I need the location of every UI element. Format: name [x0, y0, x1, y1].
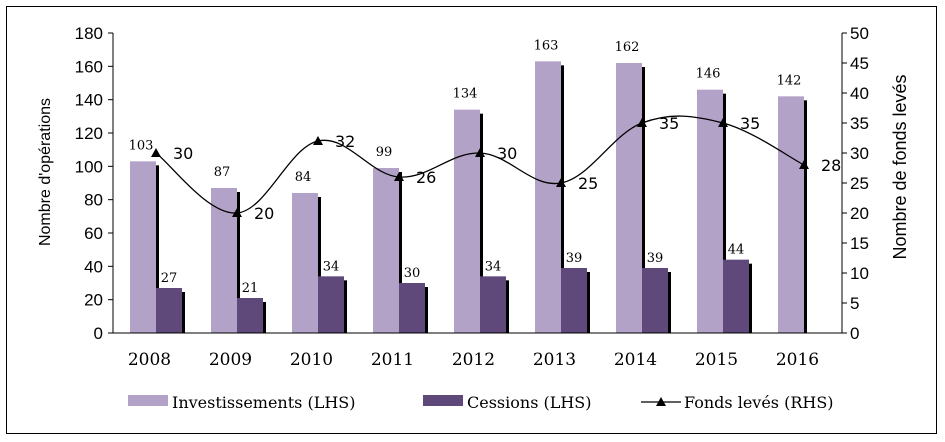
cessions-bar — [480, 276, 506, 333]
x-tick-label: 2016 — [776, 350, 819, 370]
cessions-bar — [318, 276, 344, 333]
x-tick-label: 2010 — [290, 350, 333, 370]
x-tick-label: 2014 — [614, 350, 657, 370]
investissements-value-label: 146 — [696, 67, 721, 82]
y-tick-label: 120 — [75, 124, 103, 143]
y2-axis-title: Nombre de fonds levés — [890, 74, 910, 259]
investissements-value-label: 142 — [777, 73, 802, 88]
y2-tick-label: 10 — [850, 264, 869, 283]
y-tick-label: 20 — [84, 291, 103, 310]
x-tick-label: 2009 — [209, 350, 252, 370]
y-tick-label: 180 — [75, 24, 103, 43]
legend-investissements-swatch — [128, 395, 168, 406]
x-tick-label: 2011 — [371, 350, 414, 370]
y-tick-label: 140 — [75, 91, 103, 110]
legend-fonds-leves-label: Fonds levés (RHS) — [684, 393, 834, 412]
y2-tick-label: 15 — [850, 234, 869, 253]
fonds-leves-value-label: 26 — [416, 168, 436, 187]
cessions-bar — [237, 298, 263, 333]
cessions-value-label: 34 — [485, 259, 502, 274]
x-tick-label: 2013 — [533, 350, 576, 370]
investissements-value-label: 99 — [376, 145, 393, 160]
fonds-leves-value-label: 32 — [335, 132, 355, 151]
cessions-bar — [399, 283, 425, 333]
x-tick-label: 2008 — [128, 350, 171, 370]
legend: Investissements (LHS) Cessions (LHS) Fonds… — [128, 393, 834, 412]
cessions-bar — [723, 259, 749, 333]
y-tick-label: 40 — [84, 257, 103, 276]
investissements-value-label: 163 — [534, 38, 559, 53]
legend-fonds-leves-marker — [656, 397, 666, 406]
cessions-bar — [156, 288, 182, 333]
y2-tick-label: 35 — [850, 114, 869, 133]
y2-tick-label: 50 — [850, 24, 869, 43]
fonds-leves-marker — [232, 208, 242, 217]
investissements-value-label: 134 — [453, 87, 478, 102]
cessions-value-label: 44 — [728, 243, 745, 258]
y2-tick-label: 5 — [850, 294, 859, 313]
legend-investissements-label: Investissements (LHS) — [172, 393, 355, 412]
fonds-leves-value-label: 25 — [578, 174, 598, 193]
investissements-bar — [292, 193, 318, 333]
plot-area: 0 20 40 60 80 100 120 140 160 180 0 5 10 15 20 25 30 35 40… — [75, 24, 869, 370]
fonds-leves-marker — [394, 172, 404, 181]
cessions-bar — [561, 268, 587, 333]
investissements-value-label: 162 — [615, 40, 640, 55]
y2-tick-label: 30 — [850, 144, 869, 163]
investissements-bar — [454, 109, 480, 334]
fonds-leves-marker — [799, 160, 809, 169]
y2-tick-label: 20 — [850, 204, 869, 223]
fonds-leves-value-label: 28 — [821, 156, 841, 175]
investissements-bar — [130, 161, 156, 333]
x-tick-label: 2012 — [452, 350, 495, 370]
investissements-value-label: 87 — [214, 165, 231, 180]
y2-tick-label: 45 — [850, 54, 869, 73]
investissements-bar — [535, 61, 561, 333]
fonds-leves-marker — [556, 178, 566, 187]
y-tick-label: 0 — [94, 324, 103, 343]
cessions-value-label: 30 — [404, 266, 421, 281]
cessions-value-label: 34 — [323, 259, 340, 274]
y2-tick-label: 0 — [850, 324, 859, 343]
fonds-leves-value-label: 35 — [740, 114, 760, 133]
y-axis-title: Nombre d'opérations — [37, 98, 54, 246]
cessions-value-label: 27 — [161, 271, 178, 286]
y-tick-label: 160 — [75, 57, 103, 76]
fonds-leves-marker — [313, 136, 323, 145]
fonds-leves-marker — [718, 118, 728, 127]
legend-cessions-swatch — [423, 395, 463, 406]
y-tick-label: 100 — [75, 157, 103, 176]
fonds-leves-value-label: 30 — [173, 144, 193, 163]
x-tick-label: 2015 — [695, 350, 738, 370]
fonds-leves-marker — [475, 148, 485, 157]
investissements-bar — [211, 188, 237, 333]
investissements-bar — [778, 96, 804, 333]
y-tick-label: 60 — [84, 224, 103, 243]
investissements-bar — [373, 168, 399, 333]
fonds-leves-value-label: 35 — [659, 114, 679, 133]
investissements-value-label: 84 — [295, 170, 312, 185]
investissements-value-label: 103 — [129, 138, 154, 153]
fonds-leves-marker — [151, 148, 161, 157]
fonds-leves-value-label: 20 — [254, 204, 274, 223]
cessions-value-label: 21 — [242, 281, 259, 296]
investissements-bar — [697, 89, 723, 334]
fonds-leves-line — [155, 115, 805, 214]
cessions-value-label: 39 — [566, 251, 583, 266]
cessions-bar — [642, 268, 668, 333]
y2-tick-label: 40 — [850, 84, 869, 103]
y2-tick-label: 25 — [850, 174, 869, 193]
cessions-value-label: 39 — [647, 251, 664, 266]
y-tick-label: 80 — [84, 191, 103, 210]
investissements-bar — [616, 63, 642, 333]
fonds-leves-marker — [637, 118, 647, 127]
fonds-leves-value-label: 30 — [497, 144, 517, 163]
legend-cessions-label: Cessions (LHS) — [467, 393, 592, 412]
